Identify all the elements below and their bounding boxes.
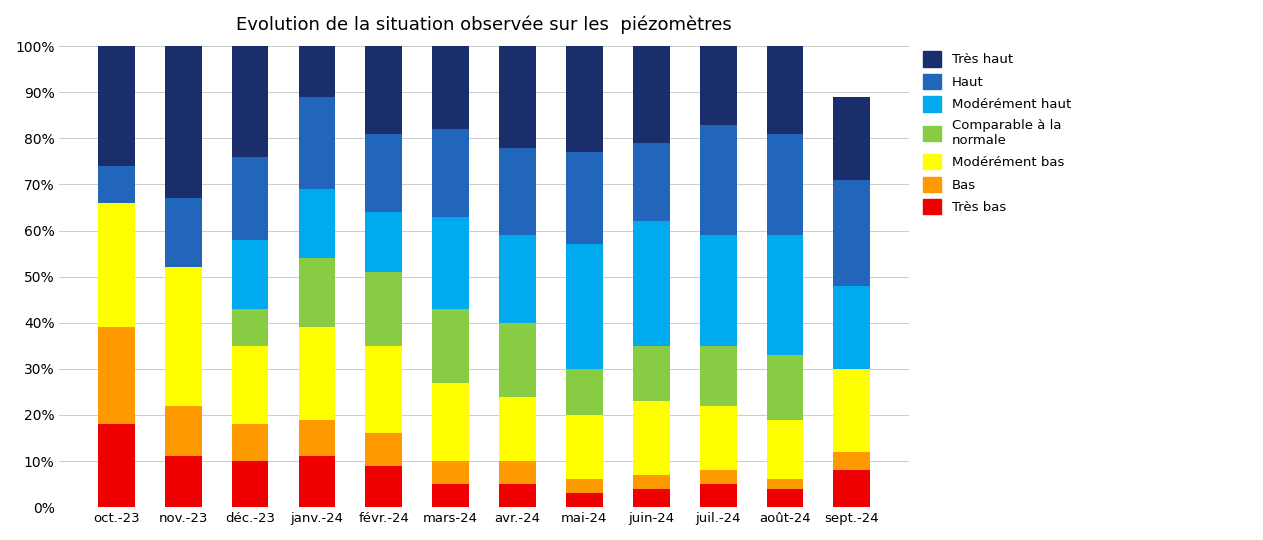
Bar [365,434,402,465]
Bar [432,383,469,461]
Bar [633,489,669,507]
Bar [767,355,803,420]
Bar [298,327,336,420]
Bar [99,203,135,327]
Bar [365,346,402,434]
Bar [834,369,870,452]
Bar [767,235,803,355]
Bar [633,46,669,143]
Bar [165,406,202,456]
Bar [566,152,602,245]
Bar [633,221,669,346]
Bar [432,129,469,217]
Bar [432,217,469,309]
Bar [432,309,469,383]
Bar [499,235,536,323]
Bar [700,125,736,235]
Bar [231,346,269,424]
Bar [365,134,402,212]
Bar [566,369,602,415]
Bar [231,309,269,346]
Bar [365,212,402,272]
Bar [767,420,803,480]
Bar [834,180,870,286]
Bar [700,406,736,470]
Bar [767,489,803,507]
Bar [499,46,536,147]
Bar [499,484,536,507]
Bar [298,97,336,189]
Bar [99,46,135,166]
Bar [633,475,669,489]
Bar [633,401,669,475]
Bar [165,267,202,406]
Bar [99,424,135,507]
Bar [633,346,669,401]
Bar [298,258,336,327]
Bar [365,46,402,134]
Bar [633,143,669,221]
Bar [499,461,536,484]
Bar [231,157,269,240]
Bar [99,327,135,424]
Bar [298,189,336,258]
Bar [365,272,402,346]
Bar [365,465,402,507]
Bar [700,235,736,346]
Bar [566,480,602,494]
Bar [432,484,469,507]
Bar [298,46,336,97]
Bar [566,415,602,480]
Bar [767,480,803,489]
Bar [499,396,536,461]
Bar [834,470,870,507]
Bar [165,46,202,198]
Bar [834,286,870,369]
Bar [432,461,469,484]
Bar [99,166,135,203]
Bar [700,346,736,406]
Bar [231,461,269,507]
Bar [700,484,736,507]
Bar [231,424,269,461]
Bar [834,452,870,470]
Bar [231,46,269,157]
Bar [566,494,602,507]
Bar [834,97,870,180]
Bar [700,46,736,125]
Bar [566,245,602,369]
Bar [767,134,803,235]
Legend: Très haut, Haut, Modérément haut, Comparable à la
normale, Modérément bas, Bas, : Très haut, Haut, Modérément haut, Compar… [917,46,1076,220]
Bar [566,46,602,152]
Bar [165,456,202,507]
Bar [432,46,469,129]
Bar [499,147,536,235]
Title: Evolution de la situation observée sur les  piézomètres: Evolution de la situation observée sur l… [236,15,733,33]
Bar [499,323,536,396]
Bar [298,420,336,456]
Bar [231,240,269,309]
Bar [700,470,736,484]
Bar [298,456,336,507]
Bar [165,198,202,267]
Bar [767,46,803,134]
